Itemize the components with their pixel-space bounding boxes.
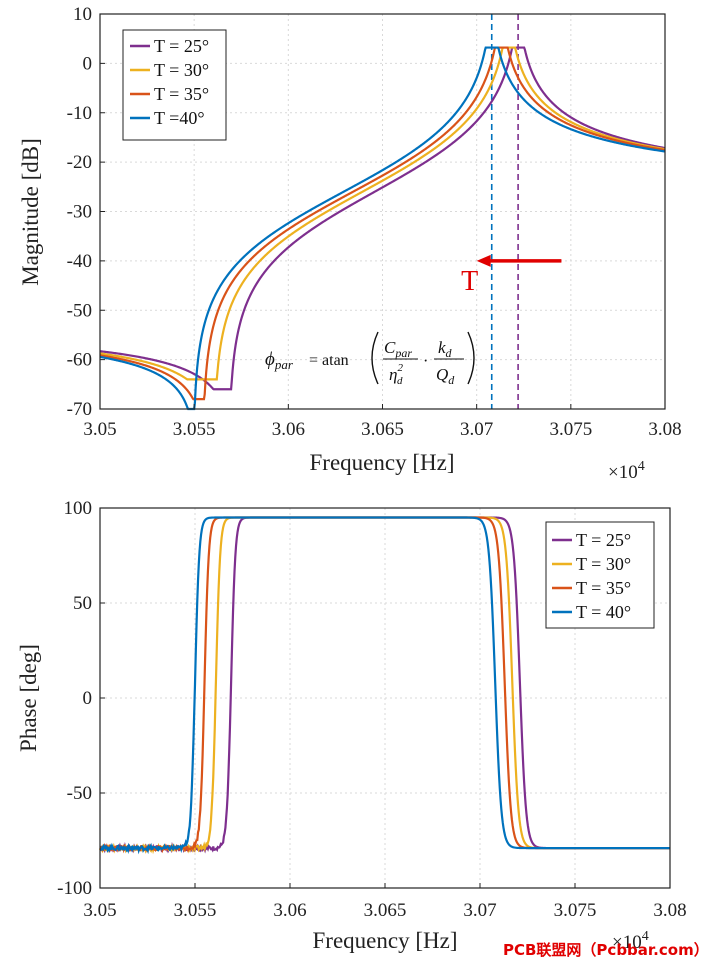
phase-y-tick-label: -100: [57, 878, 92, 899]
phase-legend-entry: T = 30°: [576, 554, 631, 574]
magnitude-x-label: Frequency [Hz]: [310, 450, 455, 475]
phase-y-tick-label: -50: [67, 783, 92, 804]
phase-x-tick-label: 3.05: [83, 900, 116, 921]
eq-q: Q: [436, 365, 448, 384]
magnitude-x-tick-label: 3.065: [361, 419, 404, 440]
eq-phi-sub: par: [274, 357, 294, 372]
phi-par-equation: ϕpar = atan Cpar η2 d · kd Qd: [265, 331, 475, 387]
phase-legend: T = 25° T = 30° T = 35° T = 40°: [545, 521, 655, 629]
magnitude-y-tick-label: 10: [73, 4, 92, 25]
phase-x-tick-label: 3.06: [273, 900, 306, 921]
eq-left-paren: [371, 331, 379, 385]
magnitude-y-tick-label: -10: [67, 103, 92, 124]
magnitude-y-label: Magnitude [dB]: [18, 138, 43, 286]
watermark: PCB联盟网（Pcbbar.com）: [503, 941, 705, 959]
phase-x-multiplier: ×104: [612, 929, 649, 953]
svg-text:ϕpar: ϕpar: [265, 349, 294, 372]
eq-k-sub: d: [446, 346, 453, 360]
eq-c: C: [384, 338, 396, 357]
magnitude-legend-box: [122, 29, 227, 141]
magnitude-y-tick-label: -50: [67, 300, 92, 321]
magnitude-y-tick-label: -60: [67, 350, 92, 371]
phase-y-tick-label: 100: [64, 498, 93, 519]
phase-y-tick-label: 50: [73, 593, 92, 614]
magnitude-plot: 3.05 3.055 3.06 3.065 3.07 3.075 3.08 10 0 -10 -2…: [18, 4, 682, 483]
magnitude-y-tick-label: -40: [67, 251, 92, 272]
magnitude-legend-entry: T = 30°: [154, 60, 209, 80]
svg-text:kd: kd: [438, 338, 453, 360]
magnitude-y-tick-label: -20: [67, 152, 92, 173]
eq-dot: ·: [423, 353, 428, 370]
phase-x-tick-label: 3.08: [653, 900, 686, 921]
eq-c-sub: par: [394, 346, 412, 360]
phase-x-tick-label: 3.055: [174, 900, 217, 921]
svg-text:Cpar: Cpar: [384, 338, 412, 360]
temperature-arrow-label: T: [461, 266, 478, 297]
eq-atan: = atan: [309, 352, 349, 369]
phase-series-line: [99, 516, 670, 855]
phase-legend-entry: T = 25°: [576, 530, 631, 550]
eq-phi: ϕ: [265, 349, 275, 370]
phase-y-label: Phase [deg]: [16, 644, 41, 752]
eq-q-sub: d: [448, 373, 455, 387]
phase-x-tick-label: 3.065: [364, 900, 407, 921]
phase-legend-entry: T = 40°: [576, 602, 631, 622]
magnitude-y-tick-label: -30: [67, 202, 92, 223]
magnitude-y-tick-label: 0: [83, 53, 93, 74]
phase-plot: 3.05 3.055 3.06 3.065 3.07 3.075 3.08 100 50 0 -5…: [16, 498, 687, 953]
magnitude-series-line: [99, 46, 666, 381]
magnitude-x-tick-label: 3.07: [460, 419, 493, 440]
magnitude-series-line: [99, 46, 666, 391]
eq-k: k: [438, 338, 446, 357]
magnitude-x-tick-label: 3.06: [272, 419, 305, 440]
phase-x-label: Frequency [Hz]: [313, 928, 458, 953]
eq-eta: η: [389, 365, 397, 384]
magnitude-y-tick-label: -70: [67, 399, 92, 420]
magnitude-x-tick-label: 3.08: [648, 419, 681, 440]
magnitude-legend-entry: T = 35°: [154, 84, 209, 104]
phase-legend-entry: T = 35°: [576, 578, 631, 598]
svg-text:η2d: η2 d: [389, 362, 403, 387]
phase-x-tick-label: 3.075: [554, 900, 597, 921]
eq-right-paren: [467, 331, 475, 385]
phase-y-tick-label: 0: [83, 688, 93, 709]
magnitude-legend-entry: T =40°: [154, 108, 205, 128]
temperature-arrow: T: [461, 254, 562, 297]
magnitude-legend-entry: T = 25°: [154, 36, 209, 56]
magnitude-x-multiplier: ×104: [608, 459, 645, 483]
magnitude-x-tick-label: 3.075: [549, 419, 592, 440]
eq-eta-sub: d: [397, 375, 403, 387]
magnitude-x-tick-label: 3.055: [173, 419, 216, 440]
svg-text:Qd: Qd: [436, 365, 455, 387]
phase-x-tick-label: 3.07: [463, 900, 496, 921]
eq-eta-sup: 2: [397, 362, 403, 374]
magnitude-x-tick-label: 3.05: [83, 419, 116, 440]
magnitude-legend: T = 25° T = 30° T = 35° T =40°: [122, 29, 227, 141]
